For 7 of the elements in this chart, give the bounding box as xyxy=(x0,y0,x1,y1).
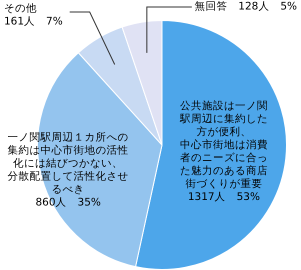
slice-label: 無回答 128人 5% xyxy=(194,0,298,13)
slice-label: 公共施設は一ノ関駅周辺に集約した方が便利、中心市街地は消費者のニーズに合った魅力のある商店街づくりが重要 xyxy=(178,98,268,190)
data-label: 161人 7% xyxy=(4,16,63,28)
slice-label: 一ノ関駅周辺１カ所への集約は中心市街地の活性化には結びつかない、分散配置して活性化させるべき xyxy=(8,130,129,196)
slice-label: その他 xyxy=(4,2,37,15)
data-label: 860人 35% xyxy=(35,196,101,208)
data-label: 1317人 53% xyxy=(188,190,260,203)
